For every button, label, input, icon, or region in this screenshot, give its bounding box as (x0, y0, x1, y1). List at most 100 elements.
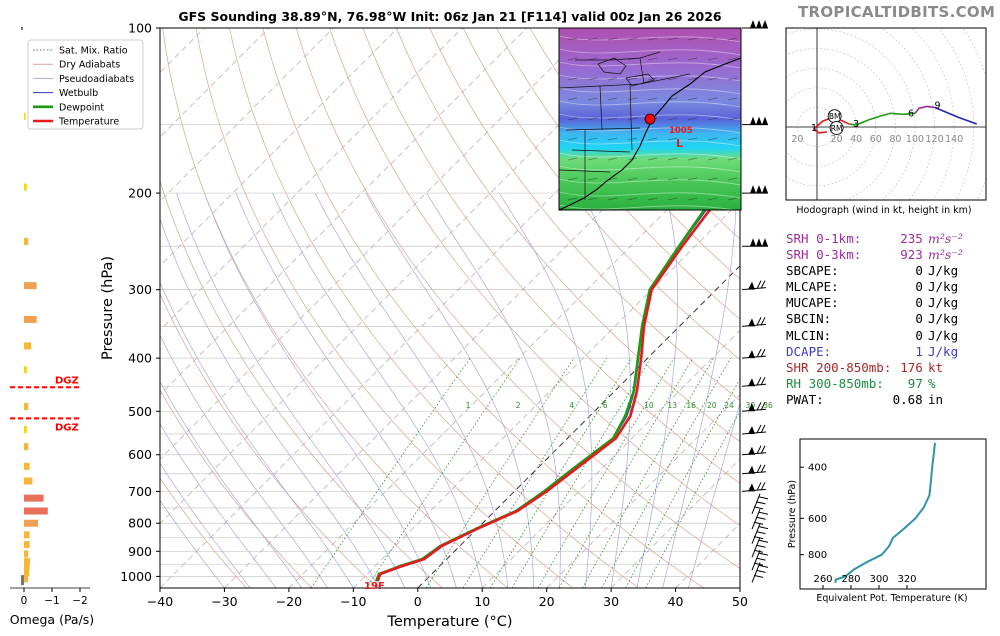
map-wind-barb (707, 157, 718, 161)
pseudoadiabat (314, 192, 509, 588)
y-tick-label: 400 (128, 351, 152, 366)
map-isobar (559, 191, 741, 199)
wind-barb-flag (756, 516, 766, 520)
map-wind-barb (727, 197, 738, 201)
wind-barb-flag (756, 280, 762, 289)
map-wind-barb (667, 77, 678, 81)
wind-barb-flag (756, 376, 762, 386)
wind-barb (741, 280, 767, 291)
map-wind-barb (727, 177, 738, 181)
storm-motion-marker (829, 121, 844, 135)
dry-adiabat (496, 28, 740, 320)
dry-adiabat (162, 28, 509, 588)
theta-e-x-tick-label: 280 (841, 574, 860, 585)
omega-bar (24, 575, 29, 583)
map-wind-barb (687, 157, 698, 161)
wind-barb-pennant (750, 185, 756, 194)
pseudoadiabat (160, 380, 303, 588)
parameter-row: SBCIN: 0 J/kg (786, 311, 986, 327)
map-wind-barb (707, 97, 718, 101)
map-wind-barb (687, 197, 698, 201)
mixing-ratio-label: 24 (724, 401, 734, 410)
map-wind-barb (727, 157, 738, 161)
legend-label: Temperature (58, 117, 119, 128)
hodograph-height-label: 1 (811, 123, 817, 134)
isotherm (610, 458, 740, 588)
dry-adiabat (429, 28, 740, 401)
dry-adiabat (395, 28, 740, 443)
parameter-label: PWAT: (786, 391, 824, 407)
hodograph-frame (785, 27, 987, 201)
map-isobar (559, 165, 741, 173)
parameter-value: 97 (907, 375, 923, 391)
wind-barb (742, 238, 768, 247)
theta-e-panel: 260 280 300 320 400 600 800 Equivalent Pot. Te… (787, 438, 987, 604)
hodograph-ring-label: 80 (889, 134, 901, 145)
map-wind-barb (587, 137, 598, 141)
wind-barb (741, 464, 767, 475)
mixing-ratio-label: 20 (707, 401, 717, 410)
isotherm (160, 28, 721, 588)
map-wind-barb (647, 197, 658, 201)
wind-barb-flag (756, 482, 762, 491)
map-wind-barb (587, 97, 598, 101)
map-wind-barb (567, 197, 578, 201)
y-tick-label: 700 (128, 484, 152, 499)
wind-barb-pennant (756, 20, 762, 28)
wind-barb-flag (756, 501, 766, 505)
parameter-unit: % (928, 375, 936, 391)
map-wind-barb (667, 157, 678, 161)
theta-e-x-tick-label: 300 (869, 574, 888, 585)
map-wind-barb (567, 97, 578, 101)
theta-e-x-tick-label: 320 (897, 574, 916, 585)
skew-t-panel: 1 2 4 6 8 10 13 16 20 24 30 36 10020030040050060070… (100, 21, 773, 631)
omega-tick-label: −2 (72, 595, 87, 607)
isotherm (160, 28, 463, 331)
dgz-label: DGZ (55, 375, 79, 386)
mixing-ratio-label: 16 (686, 401, 696, 410)
parameter-label: SHR 200-850mb: (786, 359, 892, 375)
hodograph-height-label: 3 (853, 119, 859, 130)
wind-barb-flag (758, 539, 769, 543)
map-wind-barb (687, 137, 698, 141)
omega-bar (24, 366, 27, 374)
parameter-label: RH 300-850mb: (786, 375, 884, 391)
wind-barb (742, 20, 768, 29)
x-tick-label: 50 (732, 594, 748, 609)
mixing-ratio-label: 30 (746, 401, 756, 410)
omega-bar (24, 531, 30, 539)
map-isobar (559, 152, 741, 160)
wind-barb-flag (760, 424, 766, 434)
parameter-value: 0 (915, 279, 923, 295)
map-wind-barb (567, 137, 578, 141)
map-wind-barb (727, 137, 738, 141)
wind-barb-pennant (748, 483, 755, 492)
omega-panel: DGZ DGZ 0 −1 −2 Omega (Pa/s) (10, 27, 94, 627)
omega-xlabel: Omega (Pa/s) (10, 612, 94, 627)
dry-adiabat (329, 28, 740, 527)
map-wind-barb (587, 77, 598, 81)
map-isobar (559, 204, 738, 210)
hodograph-segment (934, 106, 978, 125)
map-wind-barb (707, 117, 718, 121)
omega-bar (24, 402, 29, 410)
wind-barb-flag (758, 496, 769, 500)
mixing-ratio-label: 36 (763, 401, 773, 410)
wind-barb-flag (760, 482, 766, 491)
map-wind-barb (647, 57, 658, 61)
wind-barb-flag (760, 317, 766, 326)
y-tick-label: 900 (128, 544, 152, 559)
skew-t-ylabel: Pressure (hPa) (100, 256, 116, 360)
wind-barb-flag (756, 348, 762, 358)
map-wind-barb (687, 177, 698, 181)
parameter-row: MLCIN: 0 J/kg (786, 328, 986, 344)
sounding-parameters: SRH 0-1km: 235 m²s⁻² SRH 0-3km: 923 m²s⁻² SBCA… (786, 231, 986, 408)
x-tick-label: −40 (147, 594, 173, 609)
map-isobar (559, 100, 741, 108)
omega-tick-label: 0 (21, 595, 28, 607)
isotherm (481, 329, 740, 588)
wind-barb-flag (753, 562, 764, 566)
wind-barb-pennant (750, 116, 756, 125)
wind-barb-flag (756, 531, 766, 535)
parameter-row: SRH 0-3km: 923 m²s⁻² (786, 247, 986, 263)
